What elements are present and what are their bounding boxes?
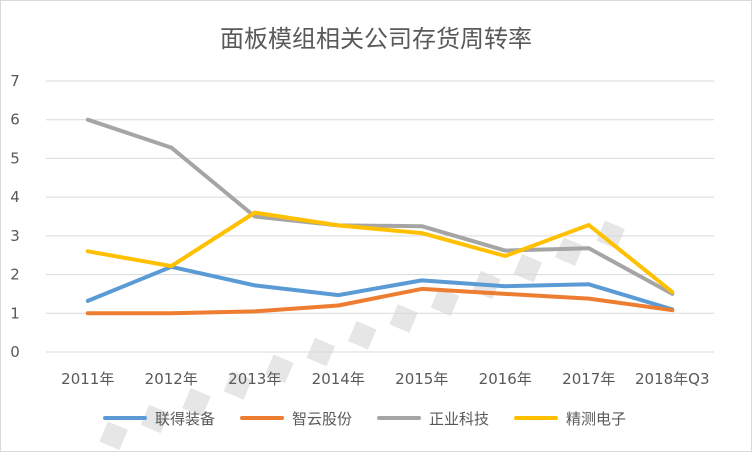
legend-label: 精测电子 <box>566 410 626 428</box>
x-tick-label: 2011年 <box>61 370 114 388</box>
legend-label: 智云股份 <box>292 410 352 428</box>
y-tick-label: 4 <box>10 188 20 206</box>
y-tick-label: 3 <box>10 227 20 245</box>
chart-title: 面板模组相关公司存货周转率 <box>220 25 532 53</box>
series-line-2 <box>85 286 675 316</box>
y-axis: 0 1 2 3 4 5 6 7 <box>10 72 20 361</box>
legend-item: 智云股份 <box>240 410 352 428</box>
legend-item: 精测电子 <box>514 410 626 428</box>
x-tick-label: 2015年 <box>395 370 448 388</box>
x-tick-label: 2017年 <box>562 370 615 388</box>
x-axis: 2011年 2012年 2013年 2014年 2015年 2016年 2017年 2018年… <box>61 370 709 388</box>
x-tick-label: 2016年 <box>479 370 532 388</box>
series-line-4 <box>85 210 675 294</box>
series-line-1 <box>85 264 675 312</box>
series-group <box>85 117 675 316</box>
x-tick-label: 2014年 <box>312 370 365 388</box>
legend-label: 联得装备 <box>155 410 215 428</box>
x-tick-label: 2013年 <box>228 370 281 388</box>
series-line-3 <box>85 117 675 296</box>
x-tick-label: 2012年 <box>145 370 198 388</box>
y-tick-label: 1 <box>10 304 20 322</box>
legend-item: 联得装备 <box>103 410 215 428</box>
legend: 联得装备 智云股份 正业科技 精测电子 <box>103 410 626 428</box>
y-tick-label: 0 <box>10 343 20 361</box>
y-tick-label: 2 <box>10 266 20 284</box>
legend-label: 正业科技 <box>429 410 489 428</box>
x-tick-label: 2018年Q3 <box>635 370 710 388</box>
y-tick-label: 7 <box>10 72 20 90</box>
y-tick-label: 5 <box>10 149 20 167</box>
legend-item: 正业科技 <box>377 410 489 428</box>
y-tick-label: 6 <box>10 111 20 129</box>
